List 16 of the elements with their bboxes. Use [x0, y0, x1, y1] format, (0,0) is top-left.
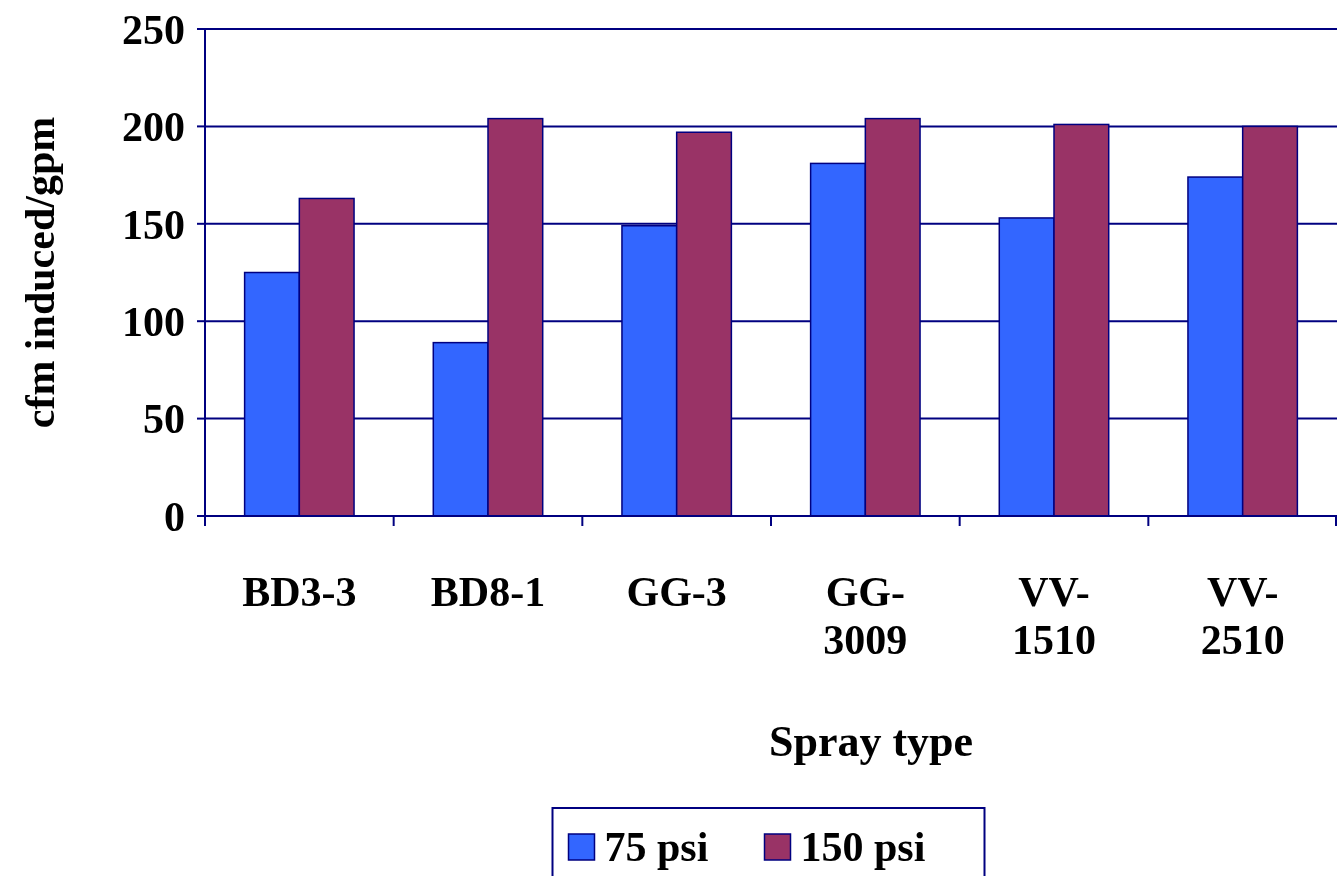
x-tick-label: BD8-1	[430, 569, 546, 615]
x-tick-label: VV-1510	[1012, 569, 1096, 663]
legend-label: 150 psi	[800, 824, 926, 870]
x-tick-label: VV-2510	[1200, 569, 1285, 663]
y-tick-label: 0	[164, 493, 185, 540]
y-tick-label: 200	[122, 104, 185, 151]
x-tick-label: GG-3009	[823, 569, 908, 663]
y-tick-label: 100	[122, 298, 185, 345]
x-tick-label: GG-3	[626, 569, 727, 615]
x-tick-label: BD3-3	[242, 569, 357, 615]
y-tick-label: 150	[122, 201, 185, 248]
y-axis-title: cfm induced/gpm	[17, 116, 63, 429]
y-tick-label: 50	[143, 396, 185, 443]
legend-label: 75 psi	[604, 824, 709, 870]
x-axis-title: Spray type	[768, 717, 974, 766]
y-tick-label: 250	[122, 6, 185, 53]
